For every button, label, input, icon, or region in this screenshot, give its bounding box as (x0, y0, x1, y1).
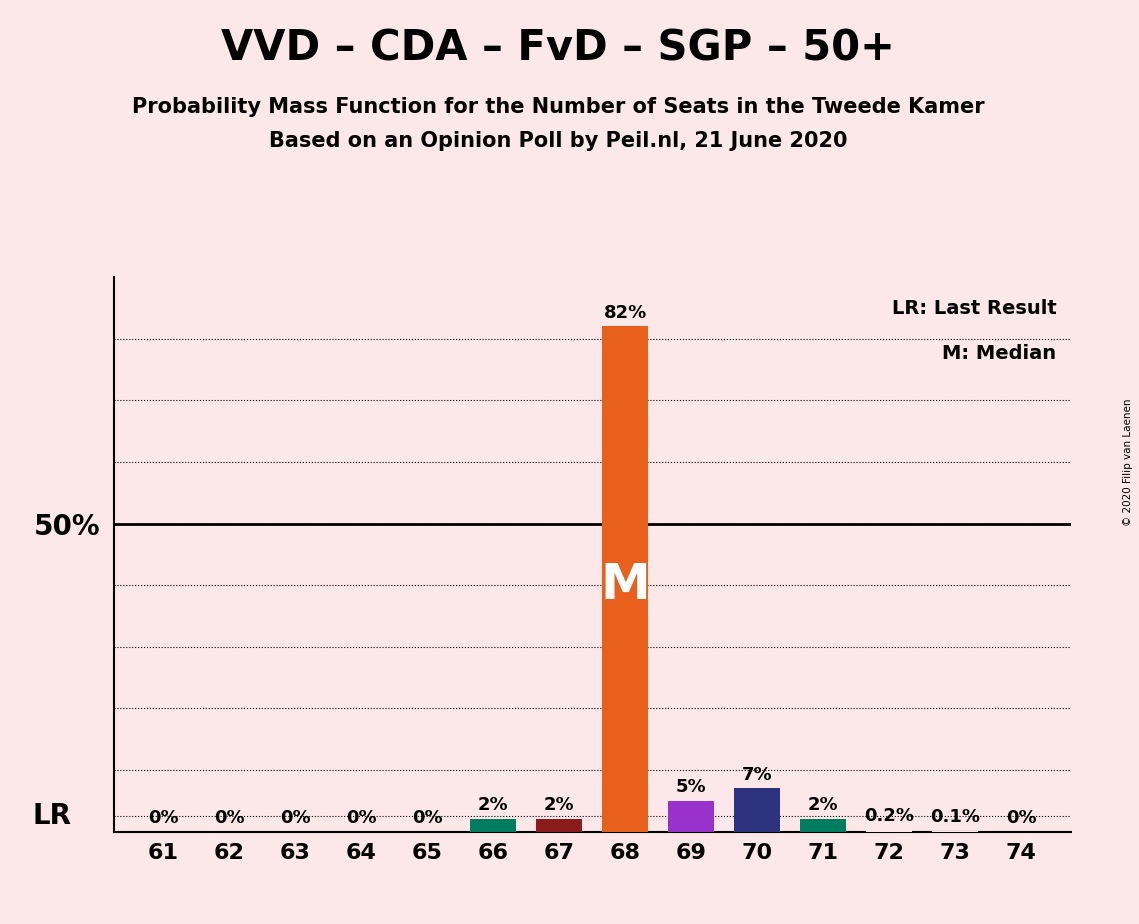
Bar (536, 820, 582, 832)
Text: 2%: 2% (478, 796, 509, 814)
Text: M: M (600, 561, 650, 609)
Text: Based on an Opinion Poll by Peil.nl, 21 June 2020: Based on an Opinion Poll by Peil.nl, 21 … (269, 131, 847, 152)
Text: 7%: 7% (741, 766, 772, 784)
Text: LR: Last Result: LR: Last Result (892, 299, 1056, 319)
Text: 2%: 2% (544, 796, 574, 814)
Bar (603, 326, 648, 832)
Text: 0.2%: 0.2% (865, 808, 915, 825)
Text: VVD – CDA – FvD – SGP – 50+: VVD – CDA – FvD – SGP – 50+ (221, 28, 895, 69)
Text: 0%: 0% (280, 808, 311, 827)
Bar (735, 788, 780, 832)
Bar (866, 831, 912, 832)
Text: 0%: 0% (214, 808, 245, 827)
Text: Probability Mass Function for the Number of Seats in the Tweede Kamer: Probability Mass Function for the Number… (132, 97, 984, 117)
Bar (669, 801, 714, 832)
Text: 2%: 2% (808, 796, 838, 814)
Text: 0%: 0% (412, 808, 443, 827)
Text: © 2020 Filip van Laenen: © 2020 Filip van Laenen (1123, 398, 1133, 526)
Text: 82%: 82% (604, 304, 647, 322)
Text: M: Median: M: Median (942, 344, 1056, 363)
Text: 0%: 0% (148, 808, 179, 827)
Text: 0%: 0% (1006, 808, 1036, 827)
Text: 0.1%: 0.1% (931, 808, 981, 826)
Text: LR: LR (33, 802, 72, 830)
Bar (800, 820, 846, 832)
Text: 0%: 0% (346, 808, 377, 827)
Text: 5%: 5% (675, 778, 706, 796)
Bar (470, 820, 516, 832)
